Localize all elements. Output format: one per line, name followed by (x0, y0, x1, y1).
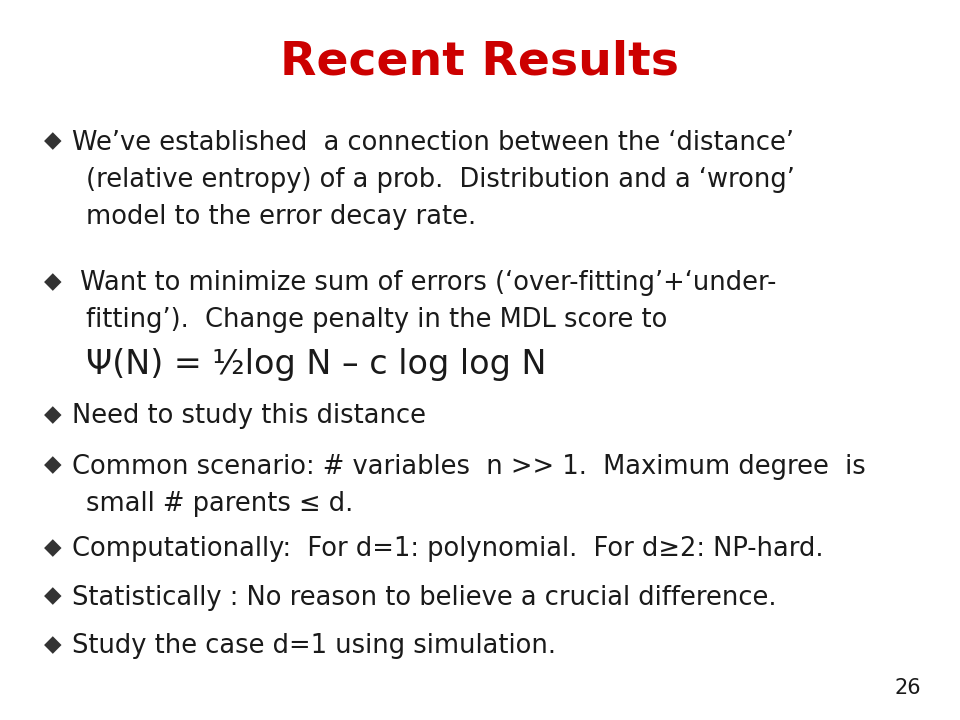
Text: Recent Results: Recent Results (280, 40, 680, 85)
Text: ◆: ◆ (44, 454, 61, 477)
Text: model to the error decay rate.: model to the error decay rate. (86, 204, 476, 230)
Text: Common scenario: # variables  n >> 1.  Maximum degree  is: Common scenario: # variables n >> 1. Max… (72, 454, 866, 480)
Text: (relative entropy) of a prob.  Distribution and a ‘wrong’: (relative entropy) of a prob. Distributi… (86, 167, 795, 193)
Text: 26: 26 (895, 678, 922, 698)
Text: ◆: ◆ (44, 633, 61, 656)
Text: Want to minimize sum of errors (‘over-fitting’+‘under-: Want to minimize sum of errors (‘over-fi… (72, 270, 777, 296)
Text: Computationally:  For d=1: polynomial.  For d≥2: NP-hard.: Computationally: For d=1: polynomial. Fo… (72, 536, 824, 562)
Text: Statistically : No reason to believe a crucial difference.: Statistically : No reason to believe a c… (72, 585, 777, 611)
Text: Ψ(N) = ½log N – c log log N: Ψ(N) = ½log N – c log log N (86, 348, 547, 382)
Text: ◆: ◆ (44, 585, 61, 608)
Text: ◆: ◆ (44, 536, 61, 559)
Text: ◆: ◆ (44, 270, 61, 293)
Text: Study the case d=1 using simulation.: Study the case d=1 using simulation. (72, 633, 556, 659)
Text: fitting’).  Change penalty in the MDL score to: fitting’). Change penalty in the MDL sco… (86, 307, 668, 333)
Text: We’ve established  a connection between the ‘distance’: We’ve established a connection between t… (72, 130, 794, 156)
Text: ◆: ◆ (44, 403, 61, 426)
Text: Need to study this distance: Need to study this distance (72, 403, 426, 429)
Text: small # parents ≤ d.: small # parents ≤ d. (86, 491, 353, 517)
Text: ◆: ◆ (44, 130, 61, 153)
